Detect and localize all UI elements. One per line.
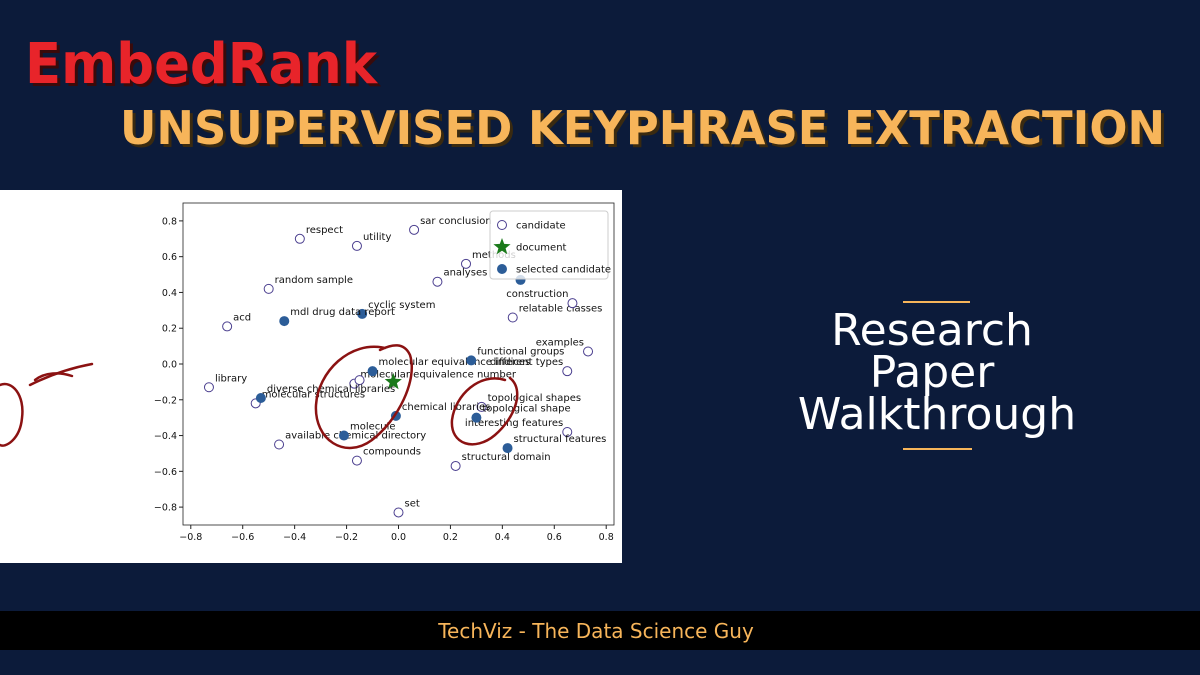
point-label: structural domain bbox=[462, 452, 551, 463]
point bbox=[384, 372, 402, 390]
point-label: examples bbox=[536, 337, 584, 348]
legend-box bbox=[489, 210, 609, 280]
point-label: construction bbox=[506, 289, 568, 300]
x-tick-label: −0.8 bbox=[179, 532, 202, 543]
point bbox=[409, 224, 420, 235]
x-tick-label: 0.8 bbox=[599, 532, 614, 543]
annotation-ink bbox=[0, 344, 519, 450]
subtitle: UNSUPERVISED KEYPHRASE EXTRACTION bbox=[120, 101, 1165, 155]
point bbox=[338, 430, 349, 441]
point-label: cyclic system bbox=[368, 300, 435, 311]
y-tick-label: 0.8 bbox=[162, 216, 177, 227]
point bbox=[294, 233, 305, 244]
x-tick-label: 0.0 bbox=[391, 532, 406, 543]
point-label: chemical libraries bbox=[402, 402, 491, 413]
y-tick-label: −0.8 bbox=[154, 503, 177, 514]
x-tick-label: 0.4 bbox=[495, 532, 510, 543]
point bbox=[255, 392, 266, 403]
point bbox=[354, 375, 365, 386]
point-label: respect bbox=[306, 225, 343, 236]
point bbox=[502, 443, 513, 454]
point-label: interesting features bbox=[465, 418, 563, 429]
y-tick-label: −0.6 bbox=[154, 467, 177, 478]
x-tick-label: 0.6 bbox=[547, 532, 562, 543]
side-text: Paper bbox=[870, 347, 996, 398]
point bbox=[583, 346, 594, 357]
point bbox=[567, 298, 578, 309]
point bbox=[367, 366, 378, 377]
side-text: Walkthrough bbox=[798, 389, 1076, 440]
point-label: topological shapes bbox=[488, 393, 582, 404]
title: EmbedRank bbox=[25, 32, 379, 97]
point bbox=[461, 258, 472, 269]
point bbox=[507, 312, 518, 323]
figure-right: −0.8 −0.6 −0.4 −0.2 0.0 0.2 0.4 0.6 0.8 −0.8 −0.6 −… bbox=[154, 202, 615, 543]
point-label: utility bbox=[363, 232, 392, 243]
point bbox=[279, 316, 290, 327]
point bbox=[222, 321, 233, 332]
point bbox=[432, 276, 443, 287]
point bbox=[466, 355, 477, 366]
legend-label: selected candidate bbox=[516, 265, 611, 276]
legend-label: document bbox=[516, 243, 567, 254]
point-label: relatable classes bbox=[519, 303, 603, 314]
legend-label: candidate bbox=[516, 221, 566, 232]
y-tick-label: 0.0 bbox=[162, 360, 177, 371]
point-label: functional groups bbox=[477, 346, 564, 357]
point bbox=[274, 439, 285, 450]
x-tick-label: −0.6 bbox=[231, 532, 254, 543]
point-label: sar conclusion bbox=[420, 216, 492, 227]
x-tick-label: −0.4 bbox=[283, 532, 306, 543]
side-text: Research bbox=[831, 305, 1033, 356]
point-label: topological shape bbox=[482, 404, 570, 415]
legend-marker bbox=[497, 220, 507, 230]
footer-text: TechViz - The Data Science Guy bbox=[437, 619, 754, 643]
point bbox=[393, 507, 404, 518]
subtitle-shadow: UNSUPERVISED KEYPHRASE EXTRACTION bbox=[123, 104, 1168, 158]
y-tick-label: 0.2 bbox=[162, 324, 177, 335]
point bbox=[471, 412, 482, 423]
point-label: random sample bbox=[275, 275, 353, 286]
point-label: analyses bbox=[443, 268, 487, 279]
legend-marker bbox=[493, 238, 511, 255]
point bbox=[450, 460, 461, 471]
point bbox=[562, 426, 573, 437]
point bbox=[476, 401, 487, 412]
point-label: molecular equivalence indices bbox=[379, 357, 531, 368]
x-tick-label: −0.2 bbox=[335, 532, 358, 543]
y-tick-label: −0.2 bbox=[154, 395, 177, 406]
point-label: available chemical directory bbox=[285, 431, 426, 442]
point-label: diverse chemical libraries bbox=[267, 384, 395, 395]
y-tick-label: −0.4 bbox=[154, 431, 177, 442]
footer-band bbox=[0, 611, 1200, 650]
point bbox=[351, 240, 362, 251]
point-label: library bbox=[215, 373, 247, 384]
y-tick-label: 0.4 bbox=[162, 288, 177, 299]
point bbox=[351, 455, 362, 466]
point-label: molecular equivalence number bbox=[360, 370, 516, 381]
y-tick-label: 0.6 bbox=[162, 252, 177, 263]
point-label: different types bbox=[490, 357, 563, 368]
point-label: mdl drug data report bbox=[290, 307, 395, 318]
point bbox=[562, 366, 573, 377]
point-label: molecule bbox=[350, 422, 396, 433]
point bbox=[263, 283, 274, 294]
point-label: molecular structures bbox=[262, 389, 365, 400]
point-label: compounds bbox=[363, 447, 421, 458]
point bbox=[357, 308, 368, 319]
point-label: set bbox=[405, 498, 420, 509]
title-shadow: EmbedRank bbox=[28, 35, 382, 100]
point-label: acd bbox=[233, 312, 251, 323]
point bbox=[203, 382, 214, 393]
x-tick-label: 0.2 bbox=[443, 532, 458, 543]
point-label: structural features bbox=[514, 434, 607, 445]
legend-marker bbox=[497, 264, 507, 274]
